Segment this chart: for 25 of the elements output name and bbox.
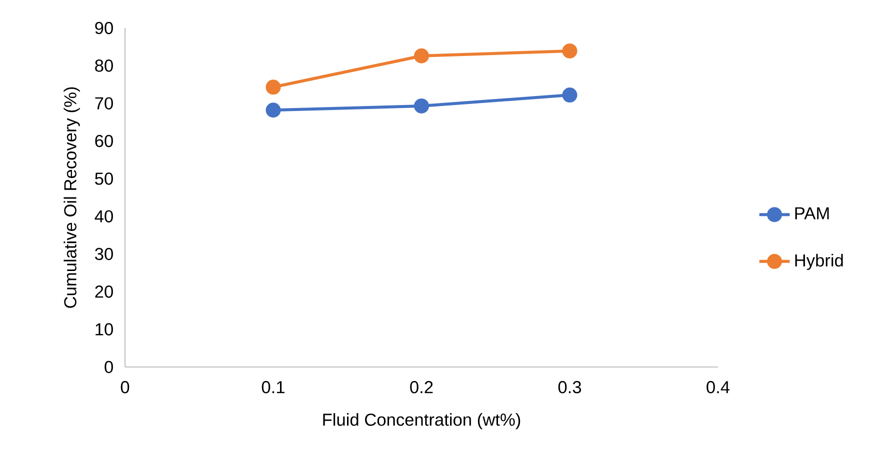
y-tick-label: 80 <box>95 60 113 72</box>
point <box>414 48 430 64</box>
y-tick-label: 60 <box>95 134 113 148</box>
x-tick-label: 0.4 <box>706 381 730 394</box>
x-tick-label: 0.1 <box>262 381 284 394</box>
y-tick-label: 50 <box>95 172 113 185</box>
y-tick-label: 30 <box>95 248 113 260</box>
y-tick-label: 0 <box>104 360 113 374</box>
y-tick-label: 20 <box>95 286 113 298</box>
legend-label: Hybrid <box>795 254 843 270</box>
point <box>266 80 281 95</box>
point <box>266 102 281 118</box>
y-tick-label: 90 <box>95 22 113 34</box>
x-tick-label: 0.2 <box>410 381 433 394</box>
y-tick-label: 70 <box>95 97 113 110</box>
y-tick-label: 10 <box>96 323 113 336</box>
point <box>562 88 578 103</box>
x-tick-label: 0 <box>120 381 130 394</box>
point <box>562 43 578 58</box>
legend-label: PAM <box>795 207 829 220</box>
x-axis-title: Fluid Concentration (wt%) <box>323 413 520 430</box>
x-tick-label: 0.3 <box>558 381 582 394</box>
y-axis-title: Cumulative Oil Recovery (%) <box>64 87 80 308</box>
point <box>414 98 430 114</box>
y-tick-label: 40 <box>94 210 113 222</box>
